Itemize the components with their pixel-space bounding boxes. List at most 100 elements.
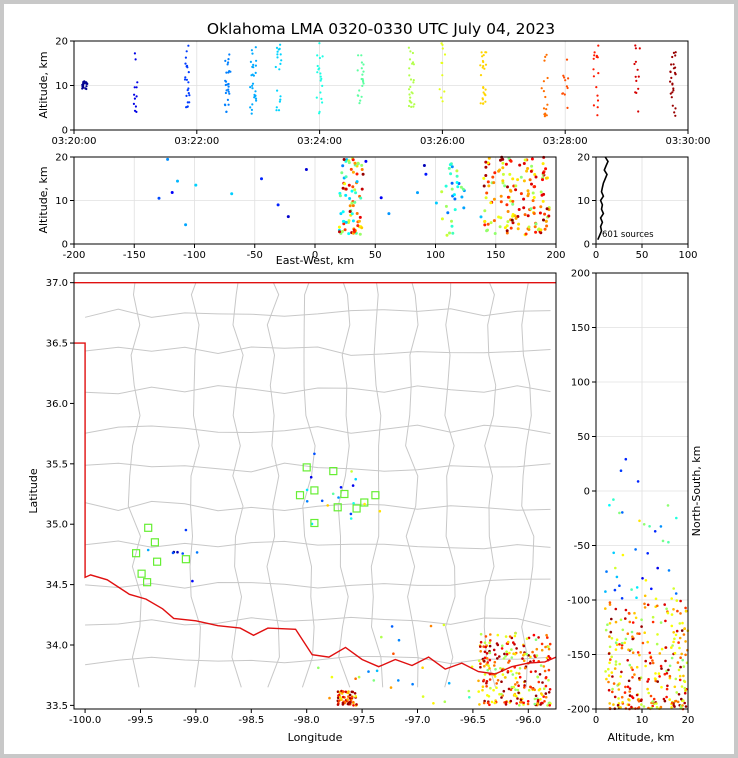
source-point bbox=[534, 694, 538, 698]
time-height-panel: 03:20:00 03:22:00 03:24:00 03:26:00 03:28:00… bbox=[37, 37, 710, 148]
source-point bbox=[671, 104, 674, 107]
plan-view-xtick: -97.5 bbox=[349, 715, 375, 726]
source-point bbox=[450, 181, 454, 185]
station-marker bbox=[360, 498, 369, 507]
source-point bbox=[512, 685, 516, 689]
ew-height-panel: -200 -150 -100 -50 0 50 100 150 200 0 10 20 Altitud… bbox=[37, 153, 566, 268]
histogram-xtick: 50 bbox=[636, 250, 649, 261]
source-point bbox=[410, 91, 413, 94]
source-point bbox=[498, 655, 501, 658]
source-point bbox=[626, 659, 629, 662]
station-marker bbox=[137, 569, 146, 578]
source-point bbox=[541, 199, 545, 203]
source-point bbox=[631, 651, 635, 654]
source-point bbox=[517, 684, 520, 687]
county-line bbox=[127, 282, 142, 688]
source-point bbox=[544, 645, 547, 649]
histogram-profile bbox=[597, 156, 609, 241]
source-point bbox=[678, 622, 682, 625]
source-point bbox=[157, 196, 161, 200]
source-point bbox=[659, 621, 663, 624]
source-point bbox=[503, 226, 507, 230]
station-marker bbox=[333, 503, 342, 512]
source-point bbox=[504, 635, 508, 638]
source-point bbox=[675, 599, 679, 602]
source-point bbox=[351, 204, 355, 208]
source-point bbox=[424, 172, 428, 176]
source-point bbox=[372, 679, 376, 682]
source-point bbox=[346, 698, 349, 701]
source-point bbox=[185, 106, 188, 109]
altitude-histogram-panel: 0 50 100 0 10 20 601 sources bbox=[577, 153, 697, 262]
source-point bbox=[478, 703, 481, 706]
source-point bbox=[486, 668, 490, 672]
source-point bbox=[612, 498, 615, 501]
source-point bbox=[356, 224, 360, 228]
source-point bbox=[646, 552, 649, 555]
source-point bbox=[665, 672, 669, 675]
height-ns-ytick: 50 bbox=[577, 432, 590, 443]
source-point bbox=[596, 94, 599, 97]
source-point bbox=[408, 99, 411, 102]
source-point bbox=[255, 99, 258, 102]
source-point bbox=[515, 702, 518, 705]
source-point bbox=[509, 669, 513, 673]
source-point bbox=[511, 199, 515, 203]
source-point bbox=[339, 486, 343, 489]
source-point bbox=[637, 706, 641, 709]
source-point bbox=[410, 101, 413, 104]
source-point bbox=[443, 700, 447, 703]
source-point bbox=[563, 76, 566, 79]
source-point bbox=[521, 657, 524, 660]
source-point bbox=[251, 52, 254, 55]
source-point bbox=[543, 669, 547, 673]
source-point bbox=[348, 697, 352, 700]
source-point bbox=[657, 672, 661, 675]
source-point bbox=[534, 222, 538, 226]
source-point bbox=[455, 174, 459, 178]
source-point bbox=[509, 699, 513, 703]
source-point bbox=[546, 636, 549, 639]
source-point bbox=[526, 194, 530, 198]
source-point bbox=[635, 79, 638, 82]
county-line bbox=[85, 424, 551, 434]
source-point bbox=[356, 69, 359, 72]
source-point bbox=[421, 666, 424, 669]
source-point bbox=[450, 219, 453, 223]
source-point bbox=[526, 700, 530, 703]
source-point bbox=[545, 656, 549, 660]
source-point bbox=[509, 226, 513, 230]
source-point bbox=[225, 71, 228, 74]
source-point bbox=[276, 53, 279, 56]
source-point bbox=[351, 158, 355, 162]
source-point bbox=[663, 603, 666, 606]
source-point bbox=[665, 607, 668, 611]
source-point bbox=[623, 641, 626, 645]
source-point bbox=[538, 673, 542, 676]
source-point bbox=[279, 98, 282, 101]
source-point bbox=[485, 681, 488, 685]
source-point bbox=[607, 674, 611, 677]
source-point bbox=[674, 114, 677, 117]
source-point bbox=[482, 645, 486, 648]
source-point bbox=[668, 698, 671, 701]
station-marker bbox=[295, 491, 305, 500]
source-point bbox=[468, 696, 471, 699]
source-point bbox=[522, 701, 525, 705]
source-point bbox=[683, 701, 686, 705]
source-point bbox=[637, 75, 640, 78]
source-point bbox=[620, 670, 623, 674]
source-point bbox=[360, 163, 364, 167]
plan-view-xtick: -96.0 bbox=[515, 715, 541, 726]
plan-view-ytick: 36.5 bbox=[46, 339, 68, 350]
source-point bbox=[681, 621, 684, 625]
source-point bbox=[479, 215, 483, 219]
figure-title: Oklahoma LMA 0320-0330 UTC July 04, 2023 bbox=[207, 20, 555, 38]
source-point bbox=[187, 92, 190, 95]
source-point bbox=[132, 102, 135, 105]
source-point bbox=[484, 100, 487, 103]
source-point bbox=[224, 83, 227, 87]
source-point bbox=[650, 587, 653, 591]
source-point bbox=[493, 171, 497, 175]
source-point bbox=[523, 213, 527, 217]
